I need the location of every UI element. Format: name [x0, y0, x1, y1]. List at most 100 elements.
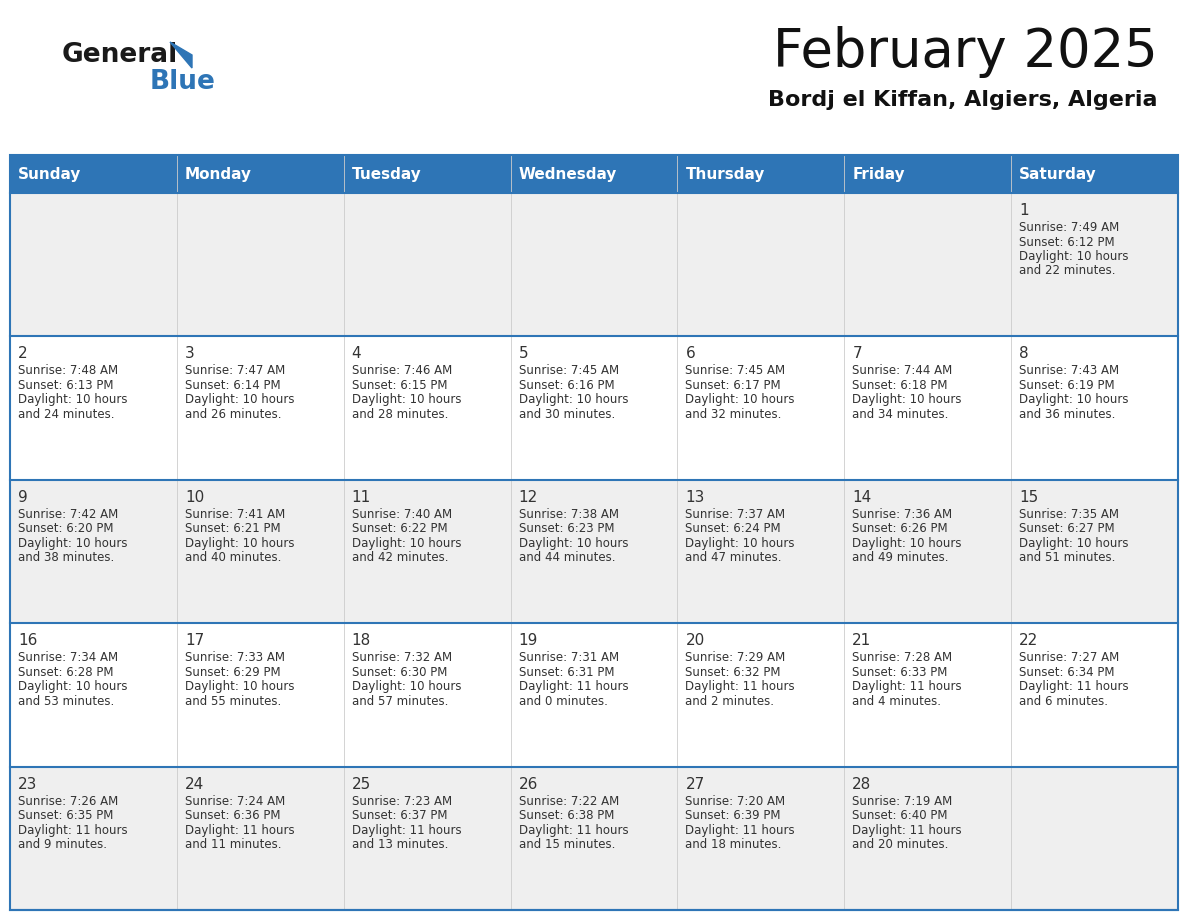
Text: Sunrise: 7:49 AM: Sunrise: 7:49 AM — [1019, 221, 1119, 234]
Text: Wednesday: Wednesday — [519, 166, 617, 182]
Text: Daylight: 10 hours: Daylight: 10 hours — [685, 394, 795, 407]
Text: Daylight: 11 hours: Daylight: 11 hours — [519, 680, 628, 693]
Text: 11: 11 — [352, 490, 371, 505]
Text: Sunset: 6:28 PM: Sunset: 6:28 PM — [18, 666, 114, 678]
Text: 21: 21 — [852, 633, 872, 648]
Text: Sunset: 6:27 PM: Sunset: 6:27 PM — [1019, 522, 1114, 535]
Text: Sunset: 6:14 PM: Sunset: 6:14 PM — [185, 379, 280, 392]
Text: and 42 minutes.: and 42 minutes. — [352, 552, 448, 565]
Text: Sunset: 6:31 PM: Sunset: 6:31 PM — [519, 666, 614, 678]
Text: 12: 12 — [519, 490, 538, 505]
Text: 6: 6 — [685, 346, 695, 362]
Text: 15: 15 — [1019, 490, 1038, 505]
Text: 16: 16 — [18, 633, 37, 648]
Text: and 51 minutes.: and 51 minutes. — [1019, 552, 1116, 565]
Text: Sunset: 6:30 PM: Sunset: 6:30 PM — [352, 666, 447, 678]
Text: and 53 minutes.: and 53 minutes. — [18, 695, 114, 708]
Text: Daylight: 11 hours: Daylight: 11 hours — [352, 823, 461, 836]
Text: Daylight: 10 hours: Daylight: 10 hours — [18, 394, 127, 407]
Text: and 28 minutes.: and 28 minutes. — [352, 408, 448, 420]
Text: and 11 minutes.: and 11 minutes. — [185, 838, 282, 851]
Bar — [10, 623, 1178, 767]
Text: Daylight: 10 hours: Daylight: 10 hours — [185, 537, 295, 550]
Text: Sunset: 6:37 PM: Sunset: 6:37 PM — [352, 809, 447, 823]
Text: Saturday: Saturday — [1019, 166, 1097, 182]
Text: Daylight: 10 hours: Daylight: 10 hours — [852, 537, 962, 550]
Text: and 6 minutes.: and 6 minutes. — [1019, 695, 1108, 708]
Text: Daylight: 10 hours: Daylight: 10 hours — [519, 537, 628, 550]
Text: General: General — [62, 42, 178, 68]
Text: Sunset: 6:38 PM: Sunset: 6:38 PM — [519, 809, 614, 823]
Text: Sunrise: 7:33 AM: Sunrise: 7:33 AM — [185, 651, 285, 665]
Text: Sunrise: 7:35 AM: Sunrise: 7:35 AM — [1019, 508, 1119, 521]
Text: Sunrise: 7:46 AM: Sunrise: 7:46 AM — [352, 364, 451, 377]
Text: 27: 27 — [685, 777, 704, 791]
Text: 7: 7 — [852, 346, 862, 362]
Text: 5: 5 — [519, 346, 529, 362]
Text: 8: 8 — [1019, 346, 1029, 362]
Text: Daylight: 10 hours: Daylight: 10 hours — [1019, 394, 1129, 407]
Text: Sunrise: 7:38 AM: Sunrise: 7:38 AM — [519, 508, 619, 521]
Text: 20: 20 — [685, 633, 704, 648]
Text: Sunset: 6:24 PM: Sunset: 6:24 PM — [685, 522, 781, 535]
Bar — [10, 155, 1178, 193]
Bar — [10, 767, 1178, 910]
Text: and 4 minutes.: and 4 minutes. — [852, 695, 941, 708]
Text: Sunrise: 7:40 AM: Sunrise: 7:40 AM — [352, 508, 451, 521]
Text: 3: 3 — [185, 346, 195, 362]
Text: Sunset: 6:17 PM: Sunset: 6:17 PM — [685, 379, 781, 392]
Text: Sunrise: 7:34 AM: Sunrise: 7:34 AM — [18, 651, 118, 665]
Text: Sunrise: 7:23 AM: Sunrise: 7:23 AM — [352, 795, 451, 808]
Text: Sunset: 6:20 PM: Sunset: 6:20 PM — [18, 522, 114, 535]
Text: 17: 17 — [185, 633, 204, 648]
Text: Daylight: 11 hours: Daylight: 11 hours — [519, 823, 628, 836]
Text: and 47 minutes.: and 47 minutes. — [685, 552, 782, 565]
Text: Sunset: 6:22 PM: Sunset: 6:22 PM — [352, 522, 448, 535]
Text: Sunrise: 7:22 AM: Sunrise: 7:22 AM — [519, 795, 619, 808]
Text: Daylight: 10 hours: Daylight: 10 hours — [352, 537, 461, 550]
Text: 22: 22 — [1019, 633, 1038, 648]
Text: and 57 minutes.: and 57 minutes. — [352, 695, 448, 708]
Text: and 9 minutes.: and 9 minutes. — [18, 838, 107, 851]
Text: Sunrise: 7:32 AM: Sunrise: 7:32 AM — [352, 651, 451, 665]
Text: Daylight: 11 hours: Daylight: 11 hours — [1019, 680, 1129, 693]
Text: Sunrise: 7:45 AM: Sunrise: 7:45 AM — [519, 364, 619, 377]
Text: Sunrise: 7:43 AM: Sunrise: 7:43 AM — [1019, 364, 1119, 377]
Text: Sunset: 6:26 PM: Sunset: 6:26 PM — [852, 522, 948, 535]
Text: Sunset: 6:16 PM: Sunset: 6:16 PM — [519, 379, 614, 392]
Text: Sunday: Sunday — [18, 166, 81, 182]
Text: Blue: Blue — [150, 69, 216, 95]
Text: and 26 minutes.: and 26 minutes. — [185, 408, 282, 420]
Text: and 18 minutes.: and 18 minutes. — [685, 838, 782, 851]
Text: Daylight: 10 hours: Daylight: 10 hours — [18, 680, 127, 693]
Text: Daylight: 11 hours: Daylight: 11 hours — [852, 680, 962, 693]
Text: 26: 26 — [519, 777, 538, 791]
Text: Daylight: 10 hours: Daylight: 10 hours — [352, 394, 461, 407]
Text: Sunset: 6:32 PM: Sunset: 6:32 PM — [685, 666, 781, 678]
Text: Sunrise: 7:47 AM: Sunrise: 7:47 AM — [185, 364, 285, 377]
Text: 10: 10 — [185, 490, 204, 505]
Text: Tuesday: Tuesday — [352, 166, 422, 182]
Text: Sunrise: 7:28 AM: Sunrise: 7:28 AM — [852, 651, 953, 665]
Text: and 40 minutes.: and 40 minutes. — [185, 552, 282, 565]
Text: 25: 25 — [352, 777, 371, 791]
Text: Sunset: 6:39 PM: Sunset: 6:39 PM — [685, 809, 781, 823]
Text: Sunset: 6:21 PM: Sunset: 6:21 PM — [185, 522, 280, 535]
Text: Thursday: Thursday — [685, 166, 765, 182]
Text: Sunset: 6:18 PM: Sunset: 6:18 PM — [852, 379, 948, 392]
Text: and 55 minutes.: and 55 minutes. — [185, 695, 282, 708]
Text: Daylight: 10 hours: Daylight: 10 hours — [852, 394, 962, 407]
Text: Sunrise: 7:45 AM: Sunrise: 7:45 AM — [685, 364, 785, 377]
Text: 9: 9 — [18, 490, 27, 505]
Text: and 32 minutes.: and 32 minutes. — [685, 408, 782, 420]
Text: and 36 minutes.: and 36 minutes. — [1019, 408, 1116, 420]
Text: 19: 19 — [519, 633, 538, 648]
Text: Daylight: 10 hours: Daylight: 10 hours — [519, 394, 628, 407]
Text: and 0 minutes.: and 0 minutes. — [519, 695, 607, 708]
Text: and 34 minutes.: and 34 minutes. — [852, 408, 949, 420]
Text: and 15 minutes.: and 15 minutes. — [519, 838, 615, 851]
Text: 4: 4 — [352, 346, 361, 362]
Text: 14: 14 — [852, 490, 872, 505]
Text: Sunrise: 7:42 AM: Sunrise: 7:42 AM — [18, 508, 119, 521]
Text: Daylight: 10 hours: Daylight: 10 hours — [1019, 537, 1129, 550]
